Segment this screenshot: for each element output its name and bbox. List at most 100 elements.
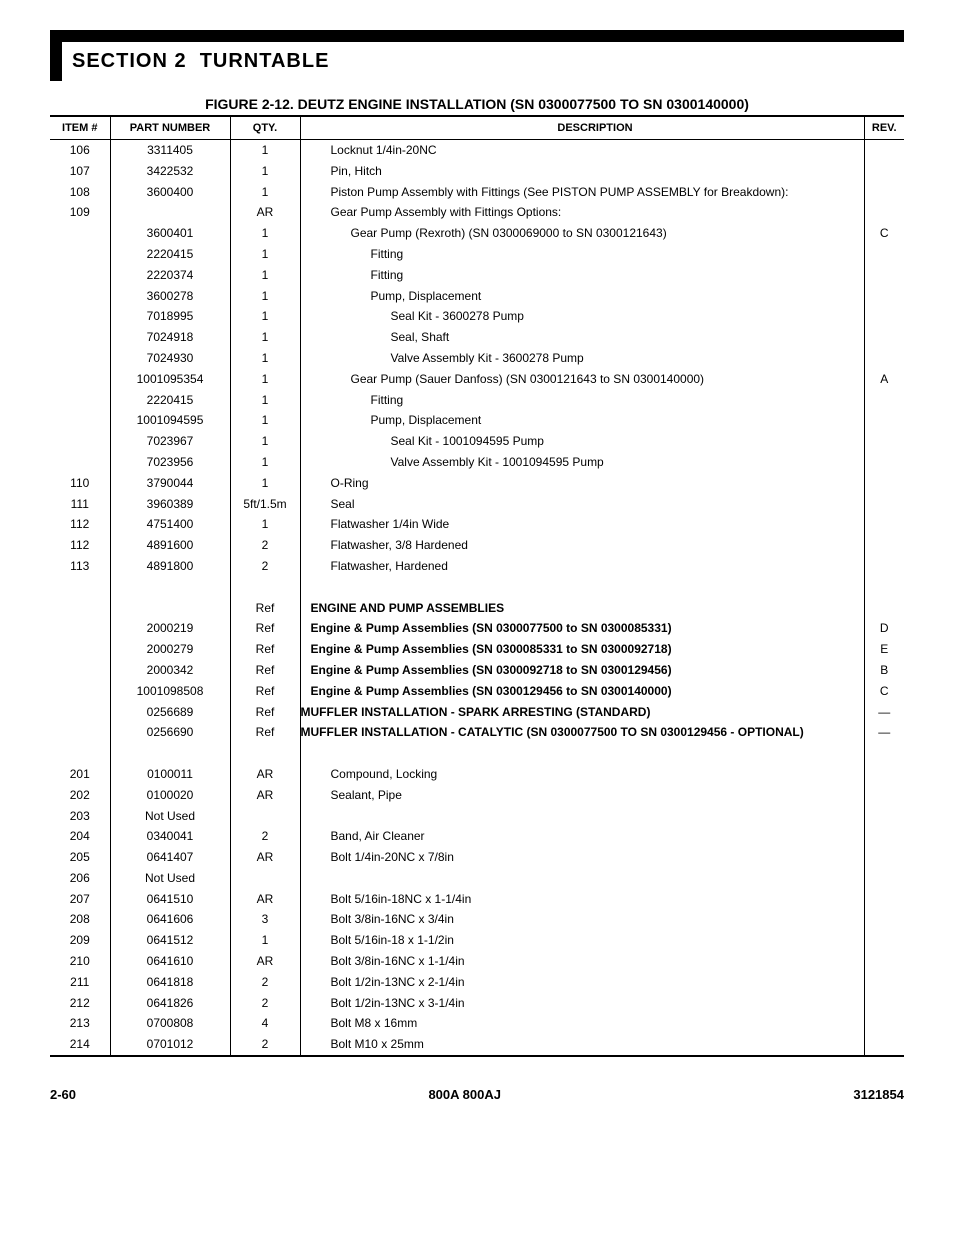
- cell-desc: Locknut 1/4in-20NC: [300, 140, 864, 161]
- cell-part: 0256690: [110, 722, 230, 743]
- table-row: 21407010122Bolt M10 x 25mm: [50, 1034, 904, 1056]
- table-row: 2070641510ARBolt 5/16in-18NC x 1-1/4in: [50, 889, 904, 910]
- cell-qty: 1: [230, 223, 300, 244]
- cell-part: 3422532: [110, 161, 230, 182]
- cell-rev: [864, 993, 904, 1014]
- cell-qty: 2: [230, 1034, 300, 1056]
- cell-item: [50, 223, 110, 244]
- cell-desc: Bolt M10 x 25mm: [300, 1034, 864, 1056]
- table-row: 1001098508RefEngine & Pump Assemblies (S…: [50, 681, 904, 702]
- cell-rev: [864, 410, 904, 431]
- cell-item: 106: [50, 140, 110, 161]
- cell-rev: —: [864, 722, 904, 743]
- cell-desc: Compound, Locking: [300, 764, 864, 785]
- cell-item: [50, 681, 110, 702]
- cell-desc: Band, Air Cleaner: [300, 826, 864, 847]
- cell-desc: [300, 868, 864, 889]
- cell-rev: [864, 306, 904, 327]
- cell-rev: [864, 140, 904, 161]
- cell-part: 7023956: [110, 452, 230, 473]
- cell-qty: AR: [230, 847, 300, 868]
- cell-part: 2000342: [110, 660, 230, 681]
- table-row: 10633114051Locknut 1/4in-20NC: [50, 140, 904, 161]
- table-row: [50, 743, 904, 764]
- cell-rev: [864, 161, 904, 182]
- cell-item: [50, 702, 110, 723]
- cell-item: [50, 390, 110, 411]
- cell-part: 7024930: [110, 348, 230, 369]
- cell-qty: 1: [230, 182, 300, 203]
- cell-qty: 1: [230, 265, 300, 286]
- cell-rev: [864, 556, 904, 577]
- cell-item: [50, 431, 110, 452]
- cell-desc: Pump, Displacement: [300, 410, 864, 431]
- table-row: 22204151Fitting: [50, 244, 904, 265]
- cell-item: 207: [50, 889, 110, 910]
- cell-qty: 1: [230, 161, 300, 182]
- table-row: 10010953541Gear Pump (Sauer Danfoss) (SN…: [50, 369, 904, 390]
- cell-desc: Seal, Shaft: [300, 327, 864, 348]
- table-row: 10734225321Pin, Hitch: [50, 161, 904, 182]
- cell-item: 214: [50, 1034, 110, 1056]
- cell-item: [50, 369, 110, 390]
- table-row: 22204151Fitting: [50, 390, 904, 411]
- cell-desc: Flatwasher 1/4in Wide: [300, 514, 864, 535]
- cell-qty: 1: [230, 286, 300, 307]
- cell-item: [50, 639, 110, 660]
- cell-rev: [864, 972, 904, 993]
- cell-item: 109: [50, 202, 110, 223]
- cell-desc: [300, 806, 864, 827]
- cell-qty: 1: [230, 369, 300, 390]
- cell-desc: O-Ring: [300, 473, 864, 494]
- table-row: 2000219RefEngine & Pump Assemblies (SN 0…: [50, 618, 904, 639]
- cell-item: 201: [50, 764, 110, 785]
- cell-part: 0641818: [110, 972, 230, 993]
- table-row: 22203741Fitting: [50, 265, 904, 286]
- cell-qty: [230, 868, 300, 889]
- cell-part: Not Used: [110, 806, 230, 827]
- cell-desc: Flatwasher, Hardened: [300, 556, 864, 577]
- cell-desc: MUFFLER INSTALLATION - CATALYTIC (SN 030…: [300, 722, 864, 743]
- cell-item: [50, 660, 110, 681]
- table-row: 11248916002Flatwasher, 3/8 Hardened: [50, 535, 904, 556]
- table-row: 2010100011ARCompound, Locking: [50, 764, 904, 785]
- cell-part: 0100020: [110, 785, 230, 806]
- cell-rev: [864, 348, 904, 369]
- cell-qty: 1: [230, 244, 300, 265]
- cell-rev: [864, 951, 904, 972]
- cell-item: 205: [50, 847, 110, 868]
- cell-part: 1001094595: [110, 410, 230, 431]
- table-row: 109ARGear Pump Assembly with Fittings Op…: [50, 202, 904, 223]
- cell-desc: Engine & Pump Assemblies (SN 0300129456 …: [300, 681, 864, 702]
- cell-qty: 1: [230, 514, 300, 535]
- cell-qty: 1: [230, 452, 300, 473]
- cell-desc: Seal Kit - 1001094595 Pump: [300, 431, 864, 452]
- table-row: RefENGINE AND PUMP ASSEMBLIES: [50, 598, 904, 619]
- cell-desc: Bolt 1/2in-13NC x 2-1/4in: [300, 972, 864, 993]
- cell-rev: E: [864, 639, 904, 660]
- cell-rev: [864, 514, 904, 535]
- cell-rev: D: [864, 618, 904, 639]
- cell-rev: [864, 598, 904, 619]
- cell-part: 2220415: [110, 390, 230, 411]
- table-row: 203Not Used: [50, 806, 904, 827]
- cell-qty: 1: [230, 473, 300, 494]
- cell-item: 208: [50, 909, 110, 930]
- cell-rev: [864, 909, 904, 930]
- table-row: 21307008084Bolt M8 x 16mm: [50, 1013, 904, 1034]
- cell-qty: Ref: [230, 598, 300, 619]
- cell-qty: Ref: [230, 722, 300, 743]
- cell-qty: 1: [230, 410, 300, 431]
- cell-part: 2220415: [110, 244, 230, 265]
- cell-qty: 2: [230, 826, 300, 847]
- cell-desc: Valve Assembly Kit - 3600278 Pump: [300, 348, 864, 369]
- cell-desc: Bolt 3/8in-16NC x 3/4in: [300, 909, 864, 930]
- cell-rev: [864, 494, 904, 515]
- cell-rev: [864, 806, 904, 827]
- cell-item: 202: [50, 785, 110, 806]
- cell-desc: Sealant, Pipe: [300, 785, 864, 806]
- cell-item: [50, 286, 110, 307]
- cell-qty: 5ft/1.5m: [230, 494, 300, 515]
- cell-part: 0100011: [110, 764, 230, 785]
- table-row: 70189951Seal Kit - 3600278 Pump: [50, 306, 904, 327]
